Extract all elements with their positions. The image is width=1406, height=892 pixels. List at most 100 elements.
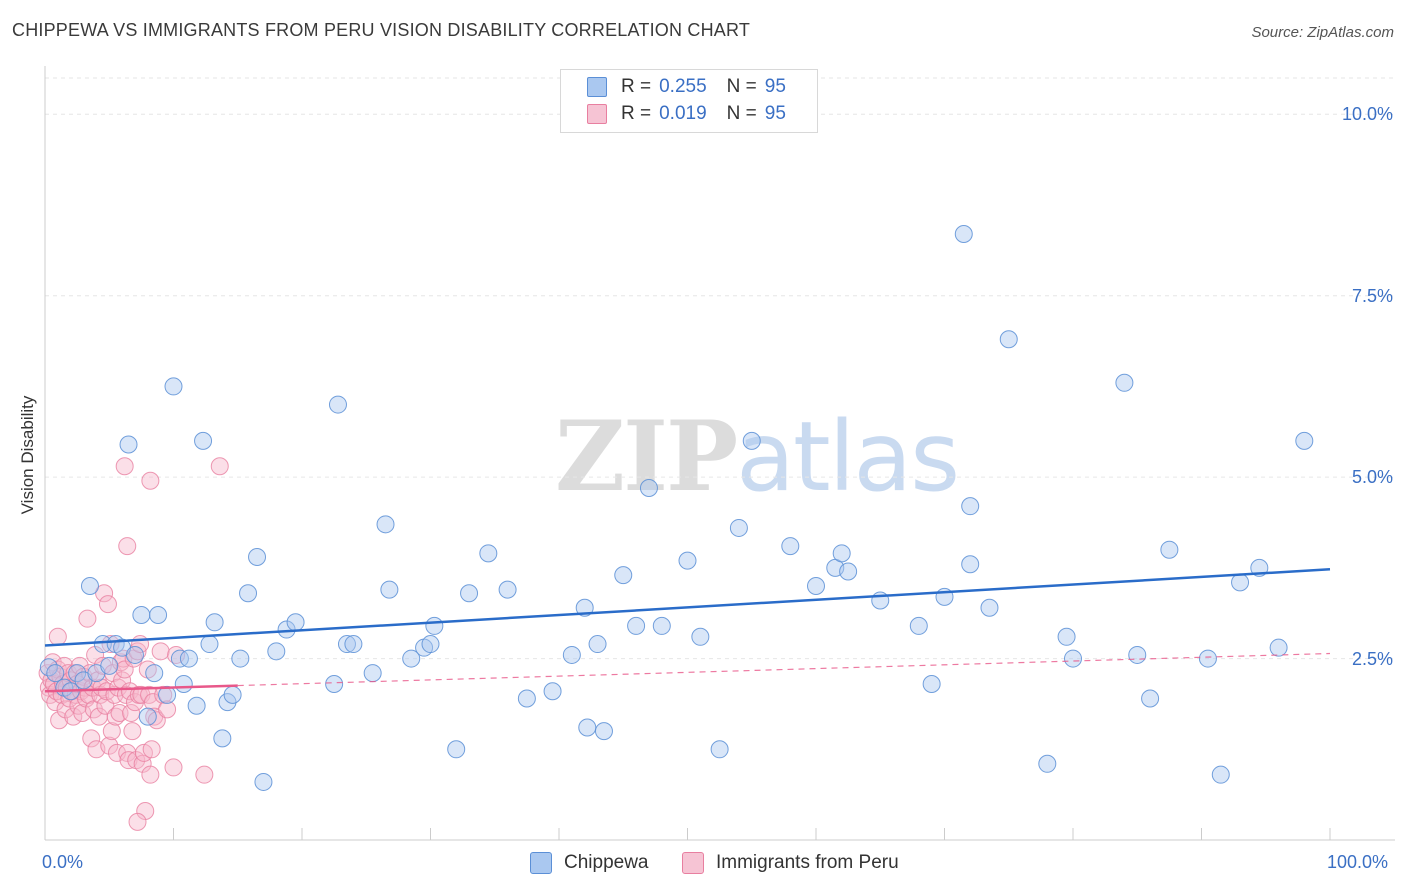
chippewa-point-41 [363,664,382,683]
chippewa-point-50 [479,544,498,563]
chippewa-point-87 [1141,689,1160,708]
watermark-atlas: atlas [736,401,960,513]
chippewa-point-58 [594,722,613,741]
peru-point-87 [158,700,177,719]
n-label: N = [726,103,757,124]
r-label: R = [621,76,652,97]
chippewa-point-43 [380,580,399,599]
peru-point-35 [82,729,101,748]
chippewa-point-26 [205,613,224,632]
series-chippewa-points [39,225,1314,791]
axes [44,66,1395,841]
r-label: R = [621,103,652,124]
n-label: N = [726,76,757,97]
chippewa-point-33 [254,772,273,791]
chippewa-point-86 [1128,645,1147,664]
peru-point-93 [210,457,229,476]
peru-point-94 [195,765,214,784]
chippewa-point-85 [1115,373,1134,392]
legend-item-chippewa: Chippewa [530,852,649,874]
chippewa-point-52 [517,689,536,708]
series-legend: Chippewa Immigrants from Peru [0,850,1406,880]
peru-point-64 [119,751,138,770]
chippewa-point-90 [1211,765,1230,784]
peru-point-82 [143,693,162,712]
chippewa-point-21 [174,674,193,693]
chippewa-point-64 [691,627,710,646]
chippewa-point-22 [179,649,198,668]
peru-point-44 [93,656,112,675]
peru-trend-line-solid [44,684,238,693]
chippewa-point-83 [1057,627,1076,646]
chippewa-point-19 [164,377,183,396]
chippewa-point-80 [980,598,999,617]
chippewa-point-42 [376,515,395,534]
chippewa-point-75 [922,674,941,693]
peru-point-88 [164,758,183,777]
chippewa-point-62 [652,616,671,635]
peru-point-55 [107,743,126,762]
chippewa-point-88 [1160,540,1179,559]
chippewa-point-31 [239,584,258,603]
chippewa-point-23 [187,696,206,715]
chippewa-point-48 [447,740,466,759]
chippewa-point-78 [961,497,980,516]
chippewa-point-69 [807,577,825,595]
chippewa-point-68 [781,537,800,556]
chippewa-point-49 [460,584,479,603]
chippewa-point-18 [158,685,177,704]
peru-swatch [587,104,607,124]
chippewa-point-63 [678,551,697,570]
chippewa-point-40 [344,635,363,654]
chippewa-point-24 [194,431,213,450]
chippewa-point-27 [213,729,232,748]
chippewa-point-29 [223,685,242,704]
chippewa-point-81 [999,330,1018,349]
peru-point-26 [70,656,89,675]
chippewa-point-79 [961,555,980,574]
chippewa-point-9 [100,656,119,675]
chippewa-point-66 [729,518,748,537]
peru-swatch [682,852,704,874]
legend-item-peru: Immigrants from Peru [682,852,899,874]
peru-point-65 [120,682,139,701]
chippewa-trend-line [44,568,1331,647]
chippewa-swatch [530,852,552,874]
x-tick-label-max: 100.0% [1327,852,1389,872]
chippewa-point-1 [46,664,65,683]
peru-point-74 [132,685,151,704]
peru-point-50 [101,635,120,654]
peru-point-81 [142,740,161,759]
chippewa-point-25 [200,635,219,654]
peru-point-32 [78,609,97,628]
chippewa-point-47 [425,616,444,635]
chippewa-point-37 [325,674,344,693]
chippewa-point-12 [119,435,138,454]
r-value: 0.255 [659,76,707,97]
gridlines [45,77,1395,660]
chippewa-point-93 [1269,638,1288,657]
peru-point-95 [128,812,147,831]
chippewa-point-60 [627,616,646,635]
chippewa-point-6 [80,577,99,595]
watermark: ZIPatlas [555,400,960,513]
peru-point-90 [115,457,134,476]
peru-point-51 [102,722,121,741]
peru-point-9 [48,627,67,646]
chippewa-point-32 [248,547,267,566]
chippewa-point-51 [498,580,517,599]
chippewa-point-14 [132,606,151,625]
chippewa-point-65 [710,740,729,759]
chippewa-point-84 [1064,649,1082,668]
peru-point-85 [151,642,170,661]
y-tick-label-3: 10.0% [1341,104,1393,125]
n-value: 95 [764,76,786,97]
peru-point-10 [50,711,69,730]
chippewa-point-77 [954,225,973,244]
chippewa-point-8 [93,635,112,654]
chippewa-point-91 [1231,573,1250,592]
peru-point-48 [98,595,117,614]
chippewa-point-34 [267,642,286,661]
chippewa-point-56 [578,718,597,737]
